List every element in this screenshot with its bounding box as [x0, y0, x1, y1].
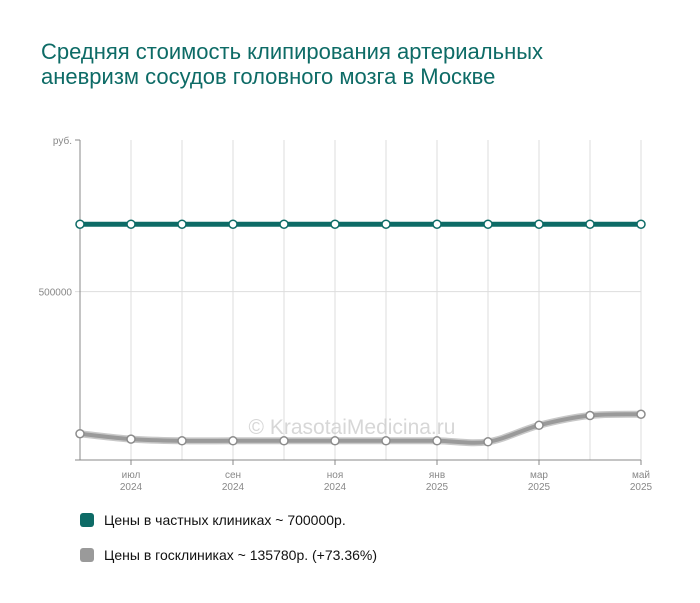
x-tick-year-2: 2024 — [324, 482, 347, 493]
x-tick-month-5: май — [632, 470, 650, 481]
x-tick-year-3: 2025 — [426, 482, 449, 493]
axis-labels: 500000руб.июл2024сен2024ноя2024янв2025ма… — [39, 135, 653, 493]
x-tick-month-4: мар — [530, 470, 548, 481]
series-0-point-7[interactable] — [432, 219, 442, 229]
series-0-point-10[interactable] — [585, 219, 595, 229]
series-1-point-1[interactable] — [126, 434, 136, 444]
x-tick-month-3: янв — [429, 470, 445, 481]
x-tick-year-5: 2025 — [630, 482, 653, 493]
chart-title: Средняя стоимость клипирования артериаль… — [41, 39, 544, 89]
series-layer — [75, 219, 646, 447]
series-1-point-2[interactable] — [177, 436, 187, 446]
legend-item-private[interactable]: Цены в частных клиниках ~ 700000р. — [80, 510, 377, 530]
x-tick-month-0: июл — [122, 470, 141, 481]
series-0-point-4[interactable] — [279, 219, 289, 229]
series-0-point-5[interactable] — [330, 219, 340, 229]
series-1-point-11[interactable] — [636, 409, 646, 420]
legend-swatch-private — [80, 513, 94, 527]
series-1-point-4[interactable] — [279, 436, 289, 446]
watermark: © KrasotaiMedicina.ru — [249, 416, 456, 439]
series-0-point-6[interactable] — [381, 219, 391, 229]
legend-swatch-public — [80, 548, 94, 562]
series-0-point-11[interactable] — [636, 219, 646, 229]
series-0-point-0[interactable] — [75, 219, 85, 229]
x-tick-year-0: 2024 — [120, 482, 143, 493]
series-0-point-1[interactable] — [126, 219, 136, 229]
series-1-point-6[interactable] — [381, 436, 391, 446]
series-1-point-9[interactable] — [534, 420, 544, 431]
legend-label-private: Цены в частных клиниках ~ 700000р. — [104, 512, 346, 528]
series-0-point-9[interactable] — [534, 219, 544, 229]
series-1-point-7[interactable] — [432, 436, 442, 446]
series-0-point-3[interactable] — [228, 219, 238, 229]
legend-item-public[interactable]: Цены в госклиниках ~ 135780р. (+73.36%) — [80, 545, 377, 565]
series-1-point-5[interactable] — [330, 436, 340, 446]
x-tick-month-1: сен — [225, 470, 241, 481]
series-0-point-8[interactable] — [483, 219, 493, 229]
series-1-point-8[interactable] — [483, 437, 493, 447]
axes — [75, 139, 642, 465]
legend-label-public: Цены в госклиниках ~ 135780р. (+73.36%) — [104, 547, 377, 563]
legend: Цены в частных клиниках ~ 700000р. Цены … — [80, 510, 377, 565]
y-unit-label: руб. — [53, 135, 72, 147]
x-tick-month-2: ноя — [327, 470, 344, 481]
grid-lines — [75, 140, 642, 460]
series-1-point-0[interactable] — [75, 428, 85, 439]
series-1-point-10[interactable] — [585, 410, 595, 421]
x-tick-year-1: 2024 — [222, 482, 245, 493]
x-tick-year-4: 2025 — [528, 482, 551, 493]
series-1-point-3[interactable] — [228, 436, 238, 446]
y-tick-label-0: 500000 — [39, 288, 73, 299]
series-0-point-2[interactable] — [177, 219, 187, 229]
